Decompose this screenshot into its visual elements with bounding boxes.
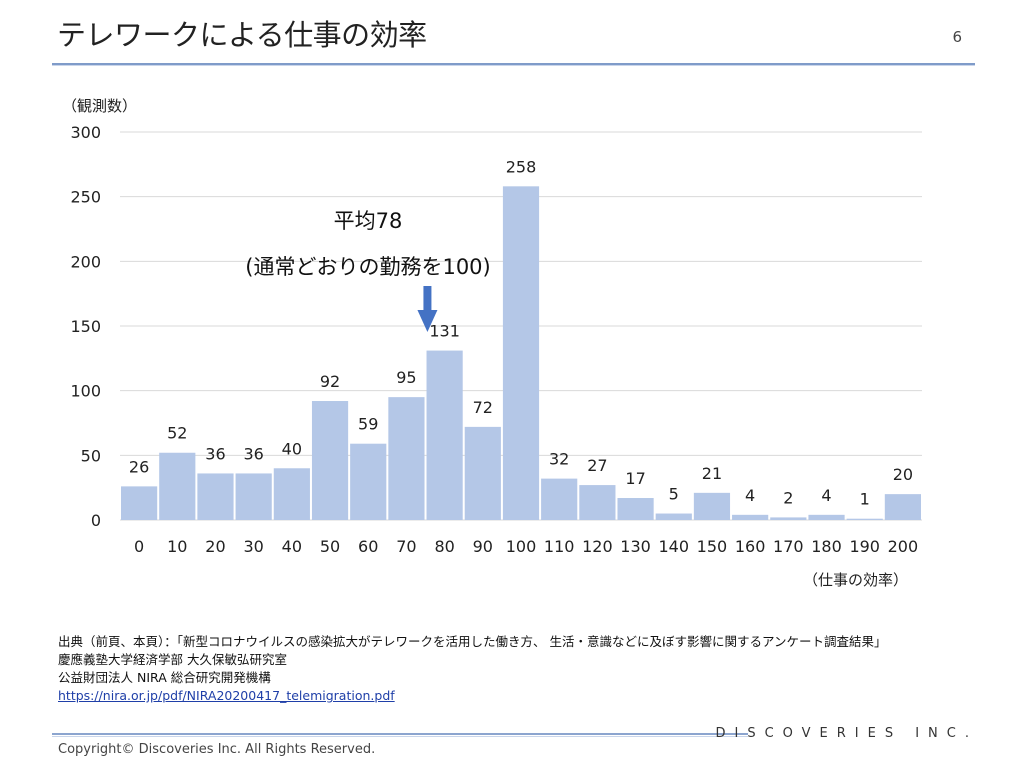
x-tick-label: 30 bbox=[243, 537, 263, 556]
x-axis-label: （仕事の効率） bbox=[803, 571, 908, 589]
data-label: 27 bbox=[587, 456, 607, 475]
x-tick-label: 110 bbox=[544, 537, 575, 556]
bar-100 bbox=[502, 186, 540, 520]
y-axis-ticks: 0 50 100 150 200 250 300 bbox=[70, 123, 101, 530]
bar-10 bbox=[159, 452, 196, 520]
data-label: 20 bbox=[893, 465, 913, 484]
x-tick-label: 50 bbox=[320, 537, 340, 556]
data-label: 59 bbox=[358, 415, 378, 434]
data-label: 95 bbox=[396, 368, 416, 387]
x-tick-label: 180 bbox=[811, 537, 842, 556]
footer-divider bbox=[52, 733, 748, 735]
y-tick-label: 150 bbox=[70, 317, 101, 336]
y-tick-label: 200 bbox=[70, 252, 101, 271]
data-label: 36 bbox=[243, 444, 263, 463]
footer-divider-shadow bbox=[52, 736, 748, 737]
x-tick-label: 200 bbox=[888, 537, 919, 556]
bar-70 bbox=[388, 397, 425, 520]
bar-90 bbox=[464, 426, 501, 520]
bar-130 bbox=[617, 498, 654, 520]
x-tick-label: 150 bbox=[697, 537, 728, 556]
source-citation: 出典（前頁、本頁）：「新型コロナウイルスの感染拡大がテレワークを活用した働き方、… bbox=[58, 633, 886, 705]
source-line-1: 出典（前頁、本頁）：「新型コロナウイルスの感染拡大がテレワークを活用した働き方、… bbox=[58, 634, 887, 649]
data-label: 258 bbox=[506, 157, 537, 176]
source-link[interactable]: https://nira.or.jp/pdf/NIRA20200417_tele… bbox=[58, 688, 395, 703]
bar-160 bbox=[732, 514, 769, 520]
bar-0 bbox=[121, 486, 158, 520]
x-tick-label: 160 bbox=[735, 537, 766, 556]
data-label: 2 bbox=[783, 488, 793, 507]
data-label: 4 bbox=[745, 486, 755, 505]
y-tick-label: 300 bbox=[70, 123, 101, 142]
data-label: 5 bbox=[669, 485, 679, 504]
y-axis-label: （観測数） bbox=[62, 97, 137, 115]
data-label: 36 bbox=[205, 444, 225, 463]
bar-60 bbox=[350, 443, 387, 520]
data-label: 52 bbox=[167, 424, 187, 443]
x-tick-label: 120 bbox=[582, 537, 613, 556]
data-label: 131 bbox=[429, 322, 460, 341]
data-labels: 26 52 36 36 40 92 59 95 131 72 258 32 27 17 5 21 4 2 4 1 20 bbox=[129, 157, 913, 508]
x-tick-label: 90 bbox=[473, 537, 493, 556]
bar-190 bbox=[846, 518, 883, 520]
data-label: 1 bbox=[860, 490, 870, 509]
x-tick-label: 100 bbox=[506, 537, 537, 556]
brand-logo-text: DISCOVERIES INC. bbox=[715, 726, 978, 741]
x-tick-label: 70 bbox=[396, 537, 416, 556]
bar-200 bbox=[884, 494, 921, 520]
bar-40 bbox=[273, 468, 310, 520]
x-tick-label: 170 bbox=[773, 537, 804, 556]
copyright-text: Copyright© Discoveries Inc. All Rights R… bbox=[58, 742, 376, 757]
data-label: 32 bbox=[549, 450, 569, 469]
data-label: 17 bbox=[625, 469, 645, 488]
x-tick-label: 20 bbox=[205, 537, 225, 556]
bar-120 bbox=[579, 485, 616, 520]
data-label: 21 bbox=[702, 464, 722, 483]
bar-20 bbox=[197, 473, 234, 520]
y-tick-label: 100 bbox=[70, 382, 101, 401]
data-label: 4 bbox=[821, 486, 831, 505]
title-divider-shadow bbox=[52, 65, 975, 66]
arrow-head bbox=[417, 310, 438, 332]
bar-150 bbox=[693, 492, 731, 520]
source-line-2: 慶應義塾大学経済学部 大久保敏弘研究室 bbox=[58, 652, 287, 667]
bar-170 bbox=[770, 517, 807, 520]
data-label: 26 bbox=[129, 457, 149, 476]
data-label: 40 bbox=[282, 439, 302, 458]
title-divider bbox=[52, 63, 975, 65]
x-tick-label: 140 bbox=[658, 537, 689, 556]
bar-180 bbox=[808, 514, 845, 520]
page-number: 6 bbox=[952, 28, 962, 46]
mean-annotation-line2: (通常どおりの勤務を100) bbox=[245, 255, 490, 279]
bar-110 bbox=[541, 478, 578, 520]
x-tick-label: 0 bbox=[134, 537, 144, 556]
x-tick-label: 190 bbox=[849, 537, 880, 556]
slide-title: テレワークによる仕事の効率 bbox=[57, 18, 427, 52]
x-tick-label: 130 bbox=[620, 537, 651, 556]
x-tick-label: 40 bbox=[282, 537, 302, 556]
x-tick-label: 10 bbox=[167, 537, 187, 556]
data-label: 92 bbox=[320, 372, 340, 391]
y-tick-label: 0 bbox=[91, 511, 101, 530]
mean-annotation-line1: 平均78 bbox=[334, 209, 403, 233]
x-tick-label: 60 bbox=[358, 537, 378, 556]
bar-140 bbox=[655, 513, 692, 520]
bar-30 bbox=[235, 473, 272, 520]
bar-80 bbox=[426, 350, 463, 520]
x-axis-ticks: 0 10 20 30 40 50 60 70 80 90 100 110 120 130 140 150 160… bbox=[134, 537, 918, 556]
x-tick-label: 80 bbox=[434, 537, 454, 556]
bars bbox=[121, 186, 921, 520]
data-label: 72 bbox=[473, 398, 493, 417]
arrow-shaft bbox=[423, 286, 432, 312]
mean-arrow-icon bbox=[417, 286, 438, 332]
bar-50 bbox=[311, 401, 349, 520]
y-tick-label: 50 bbox=[81, 446, 101, 465]
y-tick-label: 250 bbox=[70, 188, 101, 207]
source-line-3: 公益財団法人 NIRA 総合研究開発機構 bbox=[58, 670, 271, 685]
